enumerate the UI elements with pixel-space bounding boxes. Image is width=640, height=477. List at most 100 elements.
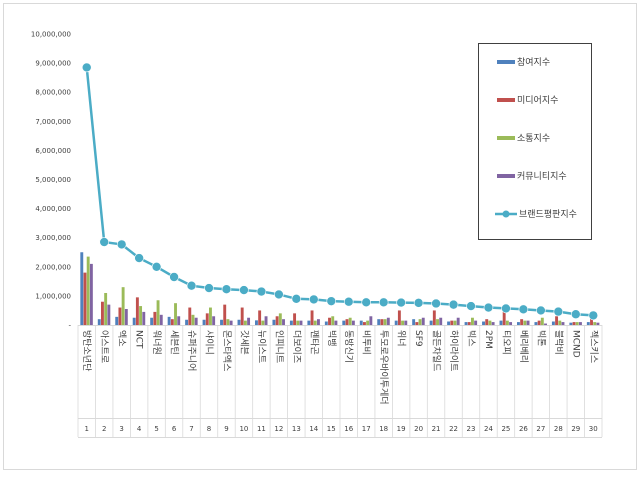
bar-소통지수	[471, 317, 474, 325]
bar-미디어지수	[363, 322, 366, 325]
bar-소통지수	[523, 320, 527, 325]
category-label: 베리베리	[518, 330, 529, 363]
category-number: 11	[257, 425, 266, 433]
line-point	[501, 303, 511, 314]
bar-소통지수	[505, 320, 509, 325]
bar-미디어지수	[502, 307, 506, 325]
bar-참여지수	[429, 320, 433, 325]
bar-소통지수	[139, 306, 143, 325]
category-number: 14	[309, 425, 318, 433]
bar-소통지수	[436, 319, 439, 325]
category-label: 젝스키스	[588, 330, 599, 363]
category-number: 22	[449, 425, 458, 433]
line-point	[448, 299, 459, 310]
y-tick-label: 5,000,000	[35, 176, 71, 184]
bar-참여지수	[324, 321, 328, 325]
category-number: 4	[137, 425, 142, 433]
bar-커뮤니티지수	[351, 320, 355, 325]
category-label: 세븐틴	[169, 330, 180, 355]
bar-참여지수	[202, 319, 206, 325]
line-point	[291, 294, 302, 304]
line-point	[431, 298, 441, 309]
category-label: 슈퍼주니어	[186, 330, 197, 371]
bar-참여지수	[517, 322, 520, 325]
line-point	[466, 301, 476, 311]
line-point	[134, 253, 144, 263]
bar-미디어지수	[415, 322, 419, 325]
category-label: 몬스타엑스	[221, 330, 233, 371]
line-point	[186, 280, 197, 291]
line-point	[483, 302, 494, 313]
line-point	[239, 285, 249, 295]
bar-참여지수	[412, 319, 416, 325]
bar-커뮤니티지수	[404, 320, 408, 325]
line-point	[518, 304, 529, 315]
category-label: SF9	[413, 330, 423, 347]
bar-미디어지수	[258, 310, 262, 325]
bar-참여지수	[220, 319, 223, 325]
category-number: 10	[239, 425, 248, 433]
bar-참여지수	[359, 320, 363, 325]
category-label: 빅톤	[535, 330, 546, 347]
category-label: 동방신기	[343, 330, 354, 363]
line-point	[570, 309, 581, 320]
bar-커뮤니티지수	[247, 317, 251, 325]
bar-미디어지수	[83, 272, 87, 325]
legend-line-marker	[502, 210, 510, 218]
category-number: 17	[362, 425, 371, 433]
line-point	[343, 296, 354, 307]
bar-미디어지수	[467, 322, 471, 325]
bar-소통지수	[296, 320, 300, 325]
category-label: 인피니트	[273, 330, 284, 363]
bar-커뮤니티지수	[264, 316, 268, 325]
legend-swatch	[497, 136, 515, 140]
bar-미디어지수	[555, 316, 559, 325]
category-label: 비투비	[361, 330, 372, 355]
line-point	[413, 298, 424, 308]
legend-swatch	[497, 60, 515, 64]
category-number: 28	[554, 425, 563, 433]
y-tick-label: 7,000,000	[35, 118, 71, 126]
category-number: 15	[327, 425, 336, 433]
bar-미디어지수	[397, 310, 401, 325]
bar-커뮤니티지수	[89, 263, 93, 325]
category-number: 5	[154, 425, 158, 433]
line-point	[116, 239, 127, 250]
line-series	[81, 62, 599, 321]
bar-소통지수	[261, 320, 265, 325]
category-label: 티오피	[500, 330, 511, 355]
category-label: 빅뱅	[326, 330, 337, 347]
legend-swatch	[497, 174, 515, 178]
bar-참여지수	[255, 320, 258, 325]
bar-참여지수	[185, 319, 189, 325]
category-number: 18	[379, 425, 388, 433]
bar-참여지수	[342, 320, 346, 325]
bar-소통지수	[401, 320, 405, 325]
category-label: 뉴이스트	[256, 330, 267, 363]
bar-미디어지수	[520, 319, 524, 325]
bar-커뮤니티지수	[474, 320, 478, 325]
bar-소통지수	[313, 320, 317, 325]
category-number: 2	[102, 425, 106, 433]
category-label: 투모로우바이투게더	[378, 330, 389, 405]
line-point	[588, 310, 599, 321]
bar-미디어지수	[380, 319, 384, 325]
bar-소통지수	[104, 292, 108, 325]
category-number: 30	[589, 425, 598, 433]
category-number: 16	[344, 425, 353, 433]
category-label: 위너	[396, 330, 407, 347]
bar-참여지수	[307, 320, 311, 325]
line-point	[99, 237, 109, 247]
bar-참여지수	[394, 320, 398, 325]
bar-커뮤니티지수	[212, 316, 216, 325]
bar-커뮤니티지수	[456, 317, 460, 325]
y-tick-label: 9,000,000	[35, 60, 71, 68]
bar-커뮤니티지수	[491, 322, 495, 325]
category-number: 24	[484, 425, 493, 433]
bar-참여지수	[482, 321, 485, 325]
legend-label: 미디어지수	[517, 95, 558, 106]
y-tick-label: 6,000,000	[35, 147, 71, 155]
line-point	[204, 283, 214, 293]
bar-참여지수	[534, 322, 538, 325]
